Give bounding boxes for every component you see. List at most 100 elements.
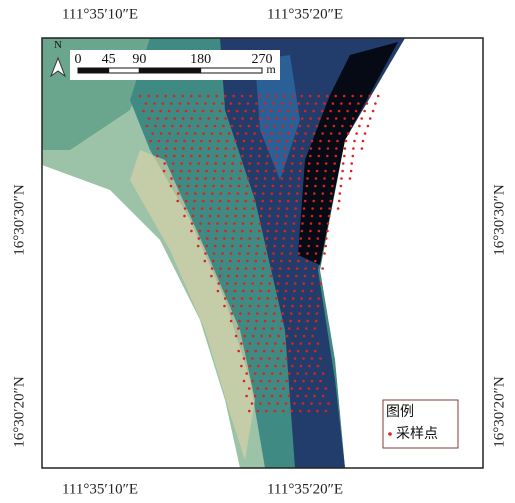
sample-point [319, 357, 322, 360]
legend-item: 采样点 [396, 426, 438, 442]
sample-point [284, 147, 287, 150]
sample-point [256, 244, 260, 248]
sample-point [325, 94, 329, 98]
sample-point [300, 229, 304, 233]
sample-point [317, 117, 321, 120]
sample-point [292, 117, 296, 120]
sample-point [238, 252, 241, 255]
sample-point [233, 222, 236, 225]
sample-point [269, 109, 273, 113]
sample-point [293, 402, 296, 405]
sample-point [343, 154, 346, 158]
sample-point [287, 132, 290, 135]
sample-point [278, 267, 282, 270]
sample-point [241, 222, 245, 225]
sample-point [295, 267, 299, 270]
sample-point [168, 132, 171, 135]
scale-bar-background [70, 50, 280, 80]
sample-point [284, 402, 288, 405]
sample-point [328, 207, 331, 210]
sample-point [303, 274, 307, 278]
sample-point [150, 109, 154, 113]
sample-point [212, 184, 215, 188]
sample-point [250, 222, 253, 225]
sample-point [248, 387, 251, 390]
sample-point [316, 237, 320, 240]
sample-point [210, 267, 214, 270]
sample-point [244, 109, 247, 113]
sample-point [265, 237, 269, 240]
sample-point [340, 177, 343, 180]
sample-point [267, 289, 271, 293]
sample-point [326, 147, 330, 150]
sample-point [281, 124, 285, 128]
sample-point [317, 94, 321, 98]
sample-point [242, 214, 246, 218]
sample-point [321, 192, 325, 195]
sample-point [306, 319, 309, 323]
sample-point [221, 102, 224, 105]
sample-point [267, 222, 270, 225]
north-arrow-icon [49, 56, 67, 78]
sample-point [193, 199, 196, 203]
sample-point [207, 147, 211, 150]
sample-point [185, 132, 188, 135]
sample-point [325, 237, 328, 240]
sample-point [235, 109, 239, 113]
sample-point [288, 259, 292, 263]
sample-point [291, 94, 295, 98]
sample-point [327, 402, 330, 405]
sample-point [237, 349, 240, 353]
sample-point [253, 192, 257, 195]
sample-point [254, 327, 257, 330]
sample-point [239, 312, 242, 315]
sample-point [310, 214, 314, 218]
sample-point [275, 147, 279, 150]
sample-point [248, 364, 252, 368]
sample-point [234, 214, 237, 218]
sample-point [223, 297, 227, 300]
sample-point [202, 132, 205, 135]
sample-point [269, 274, 273, 278]
sample-point [304, 267, 307, 270]
sample-point [256, 409, 260, 413]
sample-point [280, 252, 284, 255]
sample-point [208, 214, 212, 218]
sample-point [268, 214, 271, 218]
deepest-zone [298, 42, 398, 265]
sample-point [196, 169, 200, 173]
sample-point [308, 304, 311, 308]
sample-point [351, 94, 355, 98]
sample-point [251, 282, 254, 285]
sample-point [299, 364, 303, 368]
sample-point [214, 237, 218, 240]
sample-point [255, 102, 258, 105]
sample-point [184, 199, 188, 203]
sample-point [282, 304, 286, 308]
sample-point [293, 379, 297, 383]
sample-point [224, 229, 227, 233]
sample-point [269, 199, 273, 203]
sample-point [199, 147, 202, 150]
sample-point [256, 387, 260, 390]
sample-point [212, 102, 216, 105]
sample-point [204, 252, 207, 255]
sample-point [207, 222, 211, 225]
sample-point [332, 169, 336, 173]
sample-point [285, 334, 289, 338]
scale-label: 45 [102, 52, 116, 67]
sample-point [257, 342, 260, 345]
sample-point [229, 259, 232, 263]
sample-point [240, 94, 244, 98]
sample-point [270, 394, 274, 398]
sample-point [285, 214, 288, 218]
sample-point [307, 124, 310, 128]
sample-point [252, 109, 256, 113]
sample-point [262, 349, 266, 353]
sample-point [217, 139, 220, 143]
sample-point [290, 312, 293, 315]
sample-point [279, 349, 283, 353]
sample-point [223, 304, 226, 308]
sample-point [273, 244, 277, 248]
sample-point [265, 409, 268, 413]
